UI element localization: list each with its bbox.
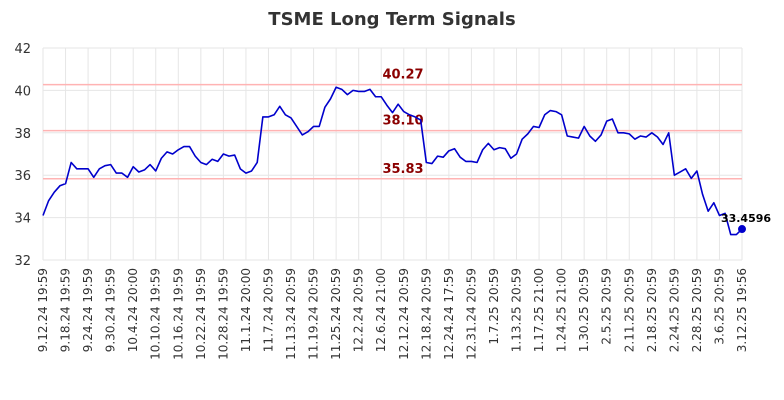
x-tick-label: 9.12.24 19:59 <box>36 268 50 352</box>
x-tick-label: 10.22.24 19:59 <box>194 268 208 360</box>
last-point-label: 33.4596 <box>721 212 771 225</box>
x-tick-label: 11.7.24 20:59 <box>261 268 275 352</box>
last-point-marker <box>738 225 746 234</box>
x-tick-label: 9.18.24 19:59 <box>59 268 73 352</box>
x-tick-label: 11.19.24 20:59 <box>307 268 321 360</box>
x-tick-label: 11.13.24 20:59 <box>284 268 298 360</box>
x-tick-label: 2.24.25 20:59 <box>667 268 681 352</box>
y-tick-label: 38 <box>14 127 31 142</box>
y-tick-label: 40 <box>14 84 31 99</box>
x-tick-label: 2.18.25 20:59 <box>645 268 659 352</box>
x-tick-label: 12.6.24 21:00 <box>374 268 388 352</box>
x-tick-label: 1.7.25 20:59 <box>487 268 501 345</box>
x-tick-label: 12.2.24 20:59 <box>352 268 366 352</box>
x-tick-label: 11.25.24 20:59 <box>329 268 343 360</box>
x-tick-label: 10.4.24 20:00 <box>126 268 140 352</box>
x-tick-label: 9.30.24 19:59 <box>104 268 118 352</box>
signal-lines: 40.27 38.10 35.83 <box>43 68 742 180</box>
y-axis-ticks: 32 34 36 38 40 42 <box>14 42 31 269</box>
grid-lines <box>42 47 743 261</box>
series-line <box>42 86 743 236</box>
x-tick-label: 2.28.25 20:59 <box>690 268 704 352</box>
x-tick-label: 9.24.24 19:59 <box>81 268 95 352</box>
x-tick-label: 3.6.25 20:59 <box>712 268 726 345</box>
x-tick-label: 2.11.25 20:59 <box>622 268 636 352</box>
x-tick-label: 1.30.25 20:59 <box>577 268 591 352</box>
x-tick-label: 1.24.25 21:00 <box>555 268 569 352</box>
signal-label: 35.83 <box>382 162 423 177</box>
x-tick-label: 12.31.24 20:59 <box>464 268 478 360</box>
y-tick-label: 36 <box>14 169 31 184</box>
price-series <box>42 86 743 236</box>
x-tick-label: 3.12.25 19:56 <box>735 268 749 352</box>
chart-title: TSME Long Term Signals <box>268 9 515 30</box>
x-tick-label: 10.16.24 19:59 <box>171 268 185 360</box>
x-tick-label: 10.10.24 19:59 <box>149 268 163 360</box>
x-tick-label: 11.1.24 20:00 <box>239 268 253 352</box>
y-tick-label: 34 <box>14 212 31 227</box>
signal-label: 38.10 <box>382 114 423 129</box>
x-tick-label: 12.24.24 17:59 <box>442 268 456 360</box>
x-tick-label: 10.28.24 19:59 <box>216 268 230 360</box>
x-tick-label: 12.18.24 20:59 <box>419 268 433 360</box>
x-axis-ticks: 9.12.24 19:59 9.18.24 19:59 9.24.24 19:59 9… <box>36 268 749 360</box>
x-tick-label: 2.5.25 20:59 <box>600 268 614 345</box>
x-tick-label: 1.13.25 20:59 <box>510 268 524 352</box>
x-tick-label: 1.17.25 21:00 <box>532 268 546 352</box>
signal-label: 40.27 <box>382 68 423 83</box>
last-point: 33.4596 <box>721 212 771 234</box>
x-tick-label: 12.12.24 20:59 <box>397 268 411 360</box>
y-tick-label: 32 <box>14 254 31 269</box>
y-tick-label: 42 <box>14 42 31 57</box>
